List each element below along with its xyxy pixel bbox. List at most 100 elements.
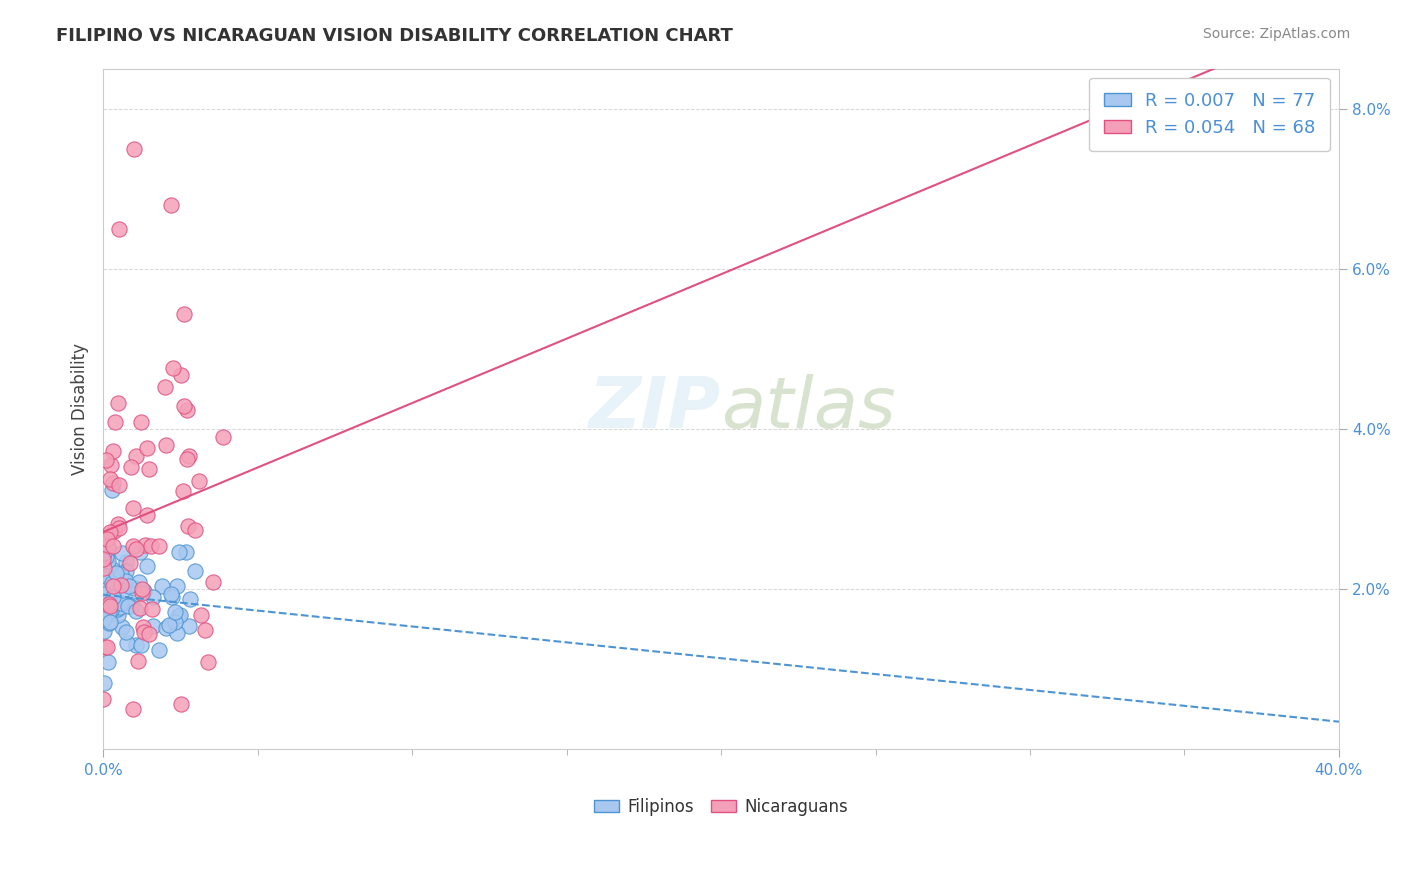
Point (129, 600, 152, 615)
Text: atlas: atlas (721, 375, 896, 443)
Point (177, 519, 200, 533)
Point (125, 541, 148, 556)
Point (131, 586, 153, 600)
Point (170, 698, 193, 712)
Point (108, 521, 131, 535)
Point (202, 575, 225, 590)
Point (93, 546, 115, 560)
Point (162, 590, 184, 604)
Point (114, 555, 136, 569)
Point (163, 615, 186, 629)
Text: Source: ZipAtlas.com: Source: ZipAtlas.com (1202, 27, 1350, 41)
Point (101, 475, 124, 490)
Point (101, 579, 124, 593)
Point (114, 624, 136, 639)
Point (97, 605, 120, 619)
Point (141, 601, 163, 615)
Point (135, 508, 157, 522)
Point (104, 415, 127, 429)
Point (93, 640, 115, 655)
Point (103, 444, 125, 458)
Point (176, 452, 198, 467)
Point (93, 561, 115, 575)
Point (139, 539, 162, 553)
Point (160, 197, 183, 211)
Point (98, 565, 121, 579)
Point (148, 643, 170, 657)
Point (93, 675, 115, 690)
Point (105, 603, 128, 617)
Point (110, 620, 132, 634)
Point (132, 624, 155, 639)
Point (142, 618, 165, 632)
Point (122, 142, 145, 156)
Point (129, 415, 152, 429)
Point (91, 551, 114, 566)
Point (101, 591, 124, 605)
Point (107, 516, 129, 531)
Point (97, 597, 120, 611)
Point (157, 617, 180, 632)
Point (166, 579, 188, 593)
Point (93, 604, 115, 618)
Point (110, 596, 132, 610)
Point (121, 599, 143, 613)
Point (134, 538, 156, 552)
Point (121, 702, 143, 716)
Point (135, 442, 157, 456)
Point (117, 599, 139, 613)
Point (114, 597, 136, 611)
Point (94, 582, 117, 597)
Point (97, 553, 120, 567)
Point (100, 592, 122, 607)
Point (155, 437, 177, 451)
Point (172, 483, 194, 498)
Point (101, 576, 124, 591)
Point (107, 477, 129, 491)
Point (107, 607, 129, 622)
Point (138, 462, 160, 476)
Point (96, 532, 118, 546)
Point (110, 578, 132, 592)
Point (104, 597, 127, 611)
Point (122, 539, 145, 553)
Point (132, 584, 155, 599)
Point (108, 599, 131, 614)
Point (148, 540, 170, 554)
Point (97, 656, 120, 670)
Point (94, 569, 117, 583)
Y-axis label: Vision Disability: Vision Disability (72, 343, 89, 475)
Point (101, 483, 124, 497)
Point (166, 609, 188, 624)
Point (96, 604, 118, 618)
Point (163, 605, 186, 619)
Point (103, 590, 125, 604)
Point (162, 361, 184, 376)
Point (96, 640, 118, 654)
Point (101, 600, 124, 615)
Point (96, 452, 118, 467)
Point (142, 590, 165, 604)
Point (96, 558, 118, 572)
Point (125, 450, 148, 464)
Point (124, 639, 146, 653)
Point (118, 599, 141, 614)
Point (122, 501, 145, 516)
Point (184, 523, 207, 537)
Point (111, 583, 134, 598)
Point (101, 539, 124, 553)
Point (129, 545, 152, 559)
Point (166, 626, 188, 640)
Point (194, 623, 217, 637)
Point (98, 599, 121, 613)
Point (129, 638, 152, 652)
Point (115, 574, 138, 589)
Point (132, 620, 155, 634)
Point (170, 368, 193, 382)
Point (93, 692, 115, 706)
Point (98, 615, 121, 630)
Point (173, 399, 195, 413)
Point (120, 460, 142, 475)
Point (110, 546, 132, 560)
Point (98, 472, 121, 486)
